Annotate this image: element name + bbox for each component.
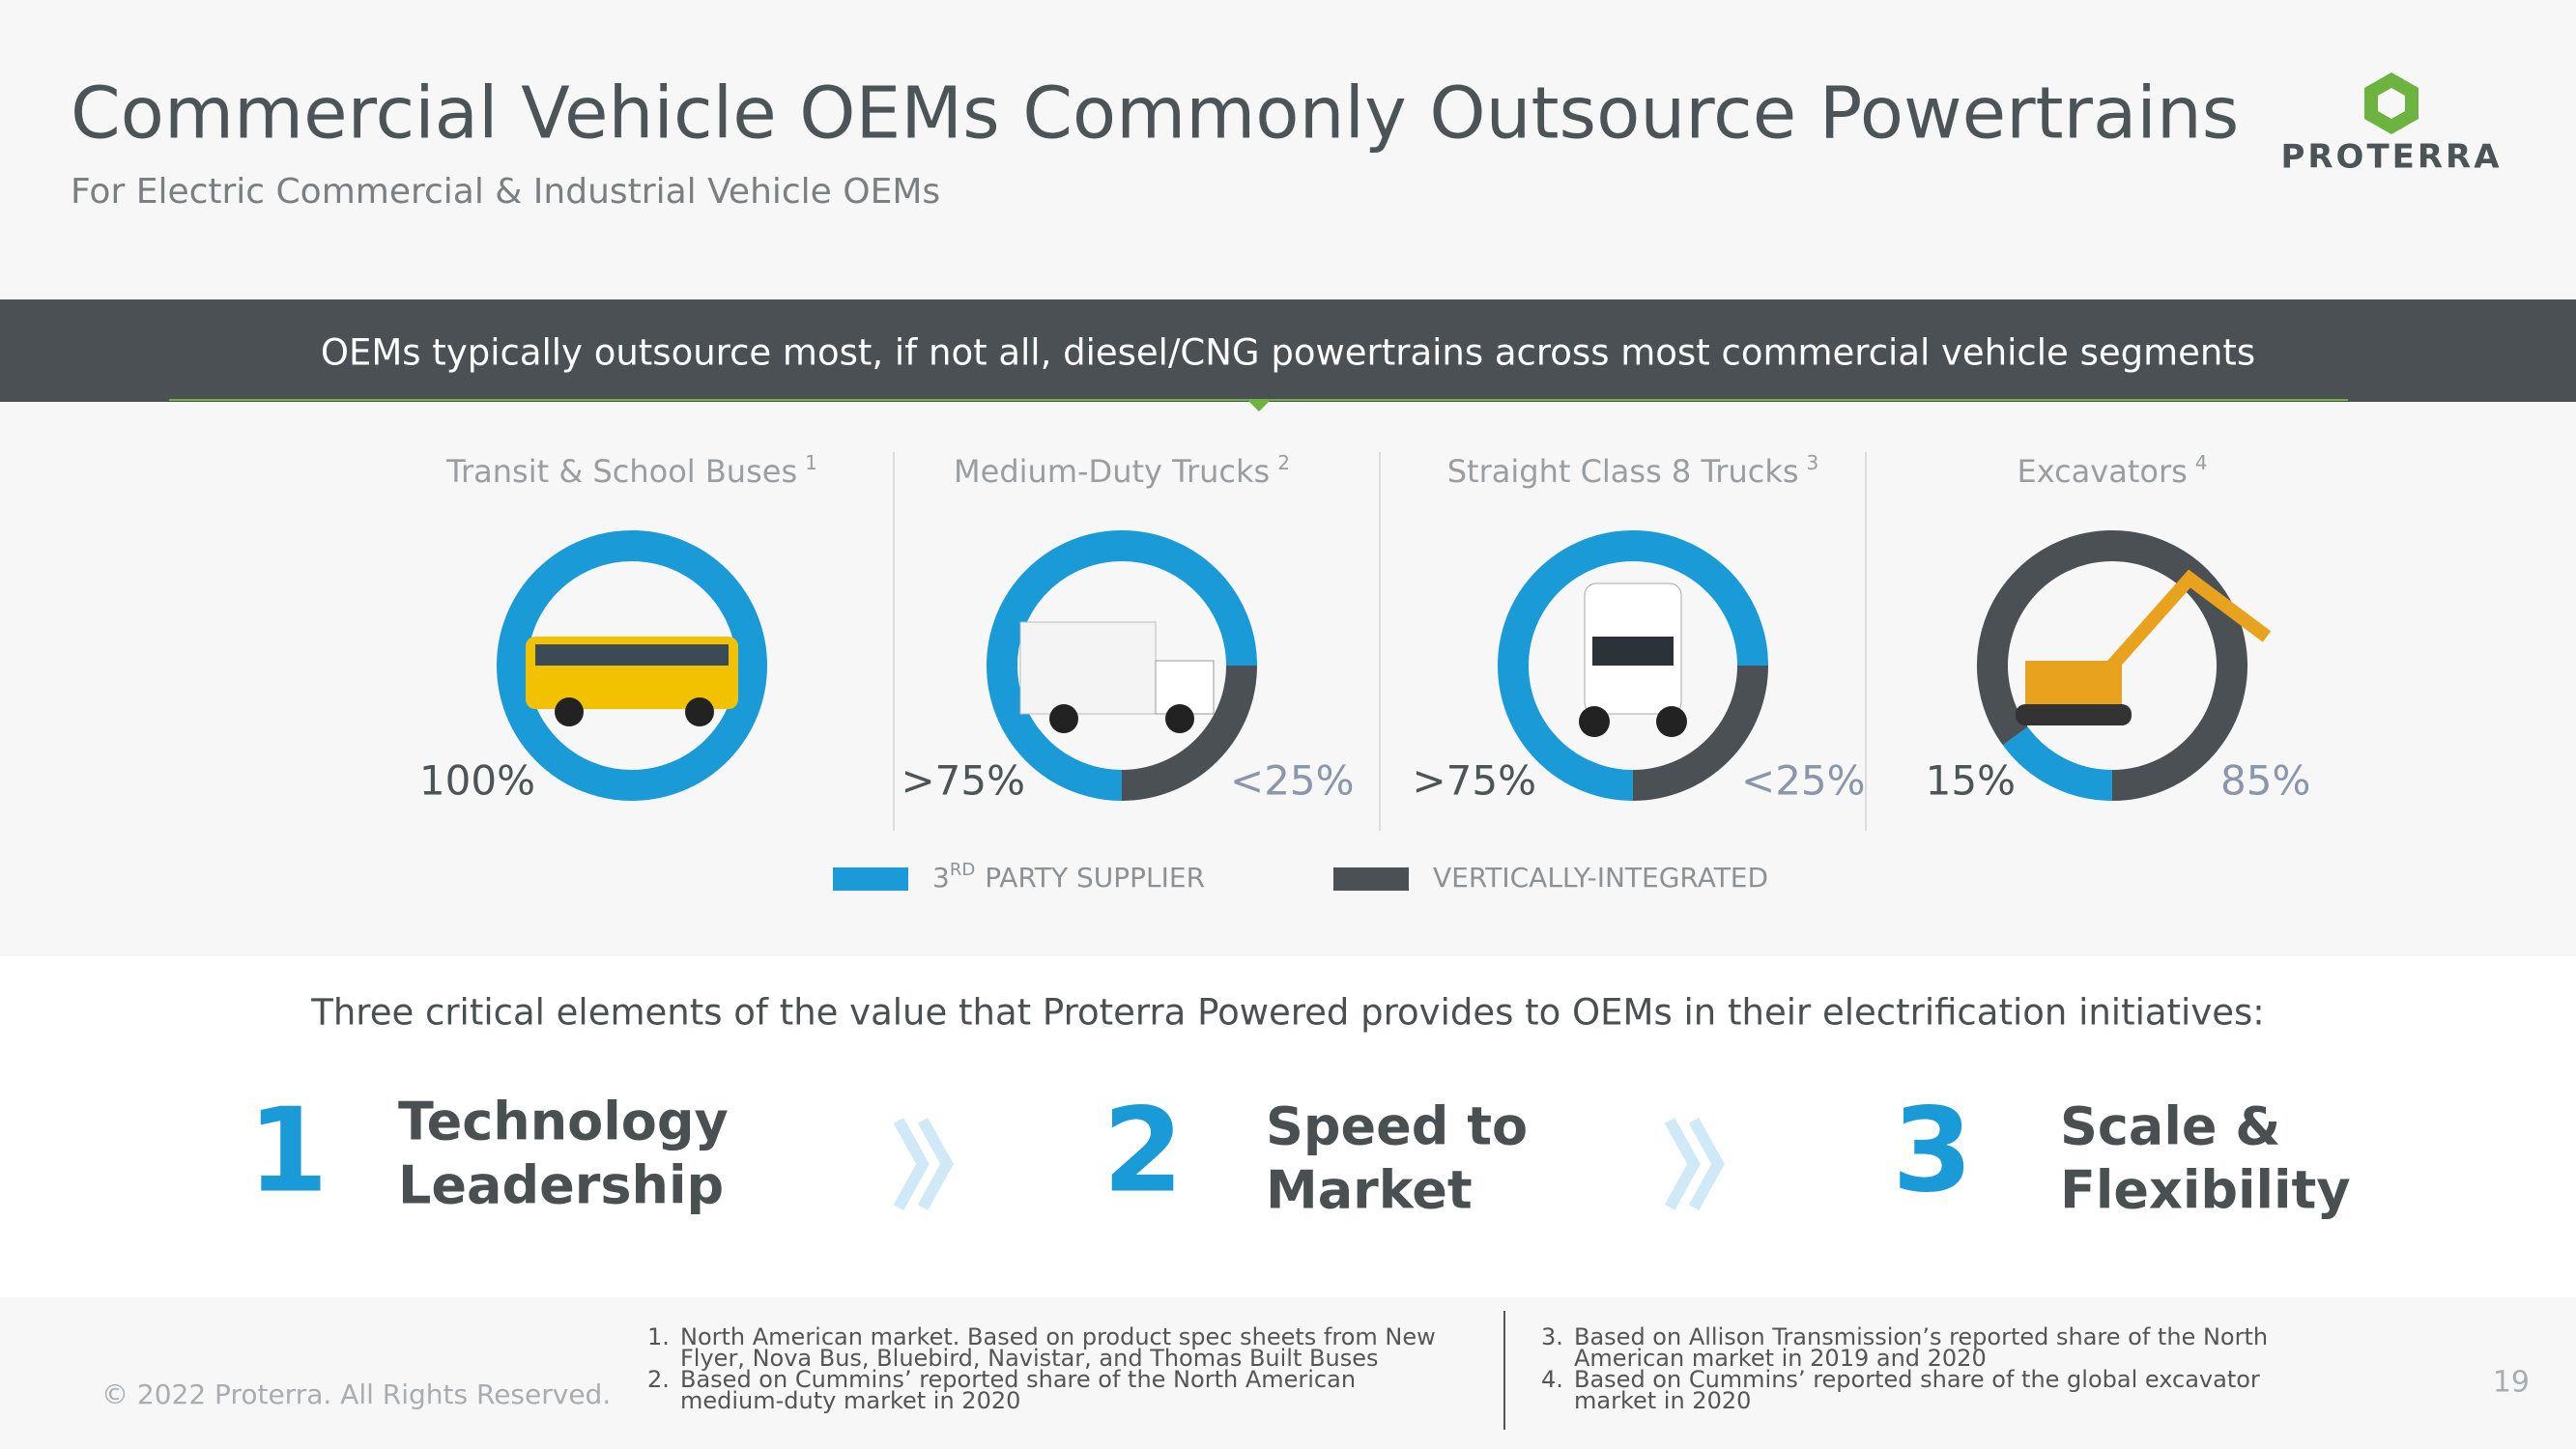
value-label: <25% [1230, 757, 1355, 805]
footnote-text: Based on Cummins’ reported share of the … [1574, 1366, 2260, 1393]
element-label: Leadership [398, 1155, 724, 1216]
value-label: <25% [1741, 757, 1866, 805]
chevron [893, 1118, 930, 1210]
footnotes: 1. North American market. Based on produc… [647, 1323, 2268, 1414]
legend-text: RD [950, 860, 975, 880]
vehicle-icon [1019, 621, 1215, 733]
footnote-ref: 3 [1807, 451, 1819, 474]
legend-text: VERTICALLY-INTEGRATED [1433, 862, 1768, 894]
footnote-text: American market in 2019 and 2020 [1574, 1345, 1987, 1372]
truck-box [1019, 621, 1157, 715]
element-label: Flexibility [2060, 1160, 2351, 1221]
chart-title: Medium-Duty Trucks 2 [954, 451, 1290, 491]
element-number: 3 [1892, 1085, 1973, 1219]
footnote-marker: 1. [647, 1323, 670, 1350]
bus-windows [535, 644, 729, 666]
footnote-text: North American market. Based on product … [680, 1323, 1436, 1350]
element-label: Speed to [1266, 1096, 1528, 1157]
footnote-marker: 4. [1541, 1366, 1563, 1393]
element-number: 2 [1102, 1085, 1184, 1219]
vehicle-icon [1579, 582, 1687, 737]
title: Commercial Vehicle OEMs Commonly Outsour… [71, 72, 2239, 156]
vehicle-icon [526, 637, 738, 726]
donut-chart: Excavators 4 15% 85% [1926, 451, 2311, 805]
chart-title: Transit & School Buses 1 [445, 451, 817, 491]
wheel [1656, 706, 1687, 737]
footnote-ref: 4 [2195, 451, 2208, 474]
charts: Transit & School Buses 1 100% Medium-Duty T… [419, 451, 2310, 805]
donut-chart: Straight Class 8 Trucks 3 >75% <25% [1412, 451, 1865, 805]
value-panel [0, 956, 2576, 1297]
footnote-text: medium-duty market in 2020 [680, 1387, 1020, 1414]
footnote-marker: 2. [647, 1366, 670, 1393]
logo-text: PROTERRA [2280, 138, 2502, 177]
footnote-marker: 3. [1541, 1323, 1563, 1350]
footnote-ref: 1 [805, 451, 817, 474]
copyright: © 2022 Proterra. All Rights Reserved. [101, 1378, 611, 1410]
chart-title: Excavators 4 [2017, 451, 2207, 491]
value-label: >75% [901, 757, 1025, 805]
legend-swatch [1333, 867, 1409, 891]
donut-segment [1632, 665, 1768, 801]
chart-title-text: Straight Class 8 Trucks [1447, 453, 1799, 490]
footnote-text: Flyer, Nova Bus, Bluebird, Navistar, and… [680, 1345, 1378, 1372]
vehicle-icon [2016, 569, 2272, 725]
legend-text: 3 [932, 862, 950, 894]
footnote-text: market in 2020 [1574, 1387, 1751, 1414]
wheel [685, 697, 714, 726]
donut-segment [2002, 726, 2113, 801]
value-intro: Three critical elements of the value tha… [310, 992, 2265, 1034]
value-label: >75% [1412, 757, 1536, 805]
page-number: 19 [2493, 1366, 2530, 1400]
value-label: 85% [2220, 757, 2310, 805]
chevron [1664, 1118, 1701, 1210]
donut-chart: Medium-Duty Trucks 2 >75% <25% [901, 451, 1354, 805]
legend-swatch [833, 867, 908, 891]
element-number: 1 [247, 1085, 329, 1219]
banner-text: OEMs typically outsource most, if not al… [321, 332, 2255, 374]
value-label: 100% [419, 757, 535, 805]
excavator-arm [2106, 569, 2272, 670]
semi-windshield [1592, 637, 1674, 666]
footnote-ref: 2 [1277, 451, 1290, 474]
legend: 3RD PARTY SUPPLIER VERTICALLY-INTEGRATED [833, 860, 1768, 894]
value-label: 15% [1926, 757, 2016, 805]
truck-cab [1155, 660, 1215, 715]
footnote-text: Based on Allison Transmission’s reported… [1574, 1323, 2268, 1350]
element-label: Market [1266, 1160, 1473, 1221]
subtitle: For Electric Commercial & Industrial Veh… [71, 172, 940, 212]
chart-title-text: Excavators [2017, 453, 2187, 490]
donut-segment [497, 530, 767, 801]
element-label: Technology [398, 1092, 729, 1152]
legend-text: PARTY SUPPLIER [985, 862, 1205, 894]
donut-chart: Transit & School Buses 1 100% [419, 451, 817, 805]
legend-label: 3RD PARTY SUPPLIER [932, 860, 1205, 894]
banner [0, 299, 2576, 402]
donut-segment [1977, 530, 2247, 801]
element-label: Scale & [2060, 1096, 2280, 1157]
chart-title-text: Medium-Duty Trucks [954, 453, 1270, 490]
wheel [1579, 706, 1610, 737]
chevrons [893, 1118, 1725, 1210]
separators [893, 452, 1867, 831]
logo-mark-inner [2378, 88, 2405, 119]
footnote-text: Based on Cummins’ reported share of the … [680, 1366, 1356, 1393]
wheel [555, 697, 584, 726]
chart-title: Straight Class 8 Trucks 3 [1447, 451, 1819, 491]
wheel [1049, 704, 1078, 733]
excavator-track [2016, 704, 2132, 725]
donut-segment [1498, 530, 1768, 801]
chart-title-text: Transit & School Buses [445, 453, 797, 490]
legend-label: VERTICALLY-INTEGRATED [1433, 862, 1768, 894]
excavator-body [2025, 661, 2122, 704]
chevron [917, 1118, 954, 1210]
wheel [1165, 704, 1194, 733]
banner-pointer [1247, 400, 1271, 412]
donut-segment [987, 530, 1257, 801]
chevron [1688, 1118, 1725, 1210]
logo: PROTERRA [2280, 72, 2502, 177]
donut-segment [1121, 665, 1257, 801]
